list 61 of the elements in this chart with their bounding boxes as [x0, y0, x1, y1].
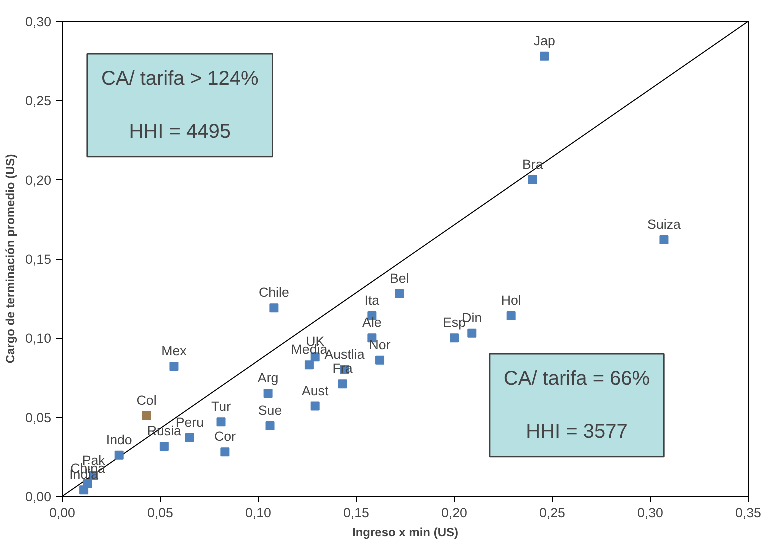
annotation: Tur — [212, 399, 232, 414]
point — [376, 356, 385, 365]
point — [220, 448, 230, 457]
annotation: Jap — [534, 33, 556, 48]
annotation: Cor — [214, 429, 236, 444]
annotation: Peru — [176, 414, 204, 430]
point — [142, 411, 152, 420]
annotation: CA/ tarifa = 66% — [504, 368, 650, 390]
y-tick-label: 0,10 — [26, 331, 52, 346]
annotation: Bel — [390, 270, 410, 286]
x-tick-label: 0,30 — [638, 506, 664, 520]
point — [310, 402, 320, 411]
point — [304, 360, 314, 370]
y-tick-label: 0,25 — [26, 94, 52, 109]
point — [338, 380, 348, 389]
point — [395, 289, 404, 298]
point — [266, 422, 275, 431]
annotation: Mex — [162, 344, 188, 359]
point — [216, 418, 226, 427]
point — [170, 362, 179, 372]
annotation: Ale — [362, 315, 382, 330]
annotation: Indo — [106, 432, 132, 448]
point — [80, 486, 89, 495]
y-tick-label: 0,30 — [26, 14, 52, 30]
annotation: HHI = 3577 — [526, 420, 628, 443]
annotation: Aust — [302, 383, 329, 398]
point — [540, 52, 550, 61]
x-tick-label: 0,35 — [736, 506, 762, 520]
x-tick-label: 0,15 — [344, 506, 370, 520]
point — [185, 433, 194, 442]
point — [468, 328, 477, 338]
y-tick-label: 0,15 — [26, 252, 52, 267]
point — [160, 442, 169, 452]
point — [114, 450, 124, 460]
point — [506, 312, 516, 320]
x-tick-label: 0,10 — [246, 506, 272, 520]
annotation: Sue — [258, 403, 282, 418]
point — [270, 304, 279, 313]
annotation: Ita — [364, 293, 380, 308]
annotation: HHI = 4495 — [129, 120, 231, 143]
y-tick-label: 0,20 — [26, 172, 52, 188]
y-tick-label: 0,00 — [26, 490, 52, 504]
annotation: Chile — [258, 285, 290, 300]
annotation: Arg — [258, 370, 279, 386]
annotation: Col — [136, 392, 157, 408]
annotation: CA/ tarifa > 124% — [101, 68, 259, 90]
x-tick-label: 0,25 — [540, 506, 566, 520]
x-tick-label: 0,05 — [148, 506, 174, 520]
y-axis-title: Cargo de terminación promedio (US) — [4, 154, 18, 364]
annotation: Nor — [369, 337, 392, 352]
annotation: Suiza — [648, 217, 682, 232]
point — [450, 334, 459, 343]
x-tick-label: 0,20 — [442, 506, 468, 520]
y-tick-label: 0,05 — [26, 410, 52, 426]
x-tick-label: 0,00 — [50, 506, 76, 520]
annotation: Bra — [522, 156, 544, 172]
annotation: Hol — [501, 293, 522, 308]
point — [528, 175, 538, 184]
x-axis-title: Ingreso x min (US) — [352, 526, 459, 540]
point — [660, 236, 669, 244]
point — [264, 389, 273, 398]
